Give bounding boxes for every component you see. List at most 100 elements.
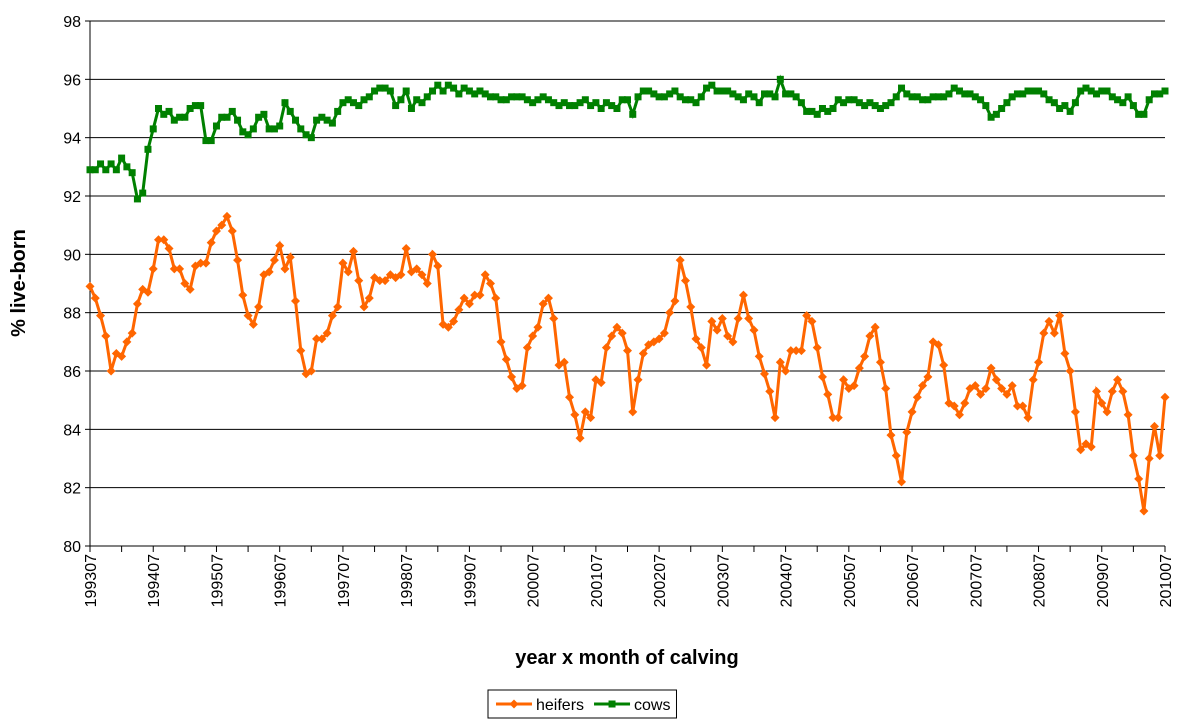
data-point <box>348 246 358 256</box>
data-point <box>1156 90 1164 98</box>
data-point <box>1018 401 1028 411</box>
data-point <box>460 84 468 92</box>
data-point <box>681 96 689 104</box>
data-point <box>866 99 874 107</box>
data-point <box>465 87 473 95</box>
x-tick-label: 201007 <box>1158 554 1175 607</box>
data-point <box>665 308 675 318</box>
data-point <box>808 107 816 115</box>
data-point <box>313 116 321 124</box>
data-point <box>581 96 589 104</box>
data-point <box>834 96 842 104</box>
data-point <box>807 316 817 326</box>
data-point <box>286 107 294 115</box>
data-point <box>724 87 732 95</box>
data-point <box>818 105 826 112</box>
data-point <box>285 252 295 262</box>
data-point <box>539 93 547 101</box>
x-tick-label: 200107 <box>589 554 606 607</box>
data-point <box>433 261 443 271</box>
data-point <box>439 87 447 95</box>
data-point <box>449 316 459 326</box>
data-point <box>538 299 548 309</box>
data-point <box>898 84 906 92</box>
data-point <box>823 389 833 399</box>
data-point <box>1055 311 1065 321</box>
y-tick-label: 84 <box>63 422 81 439</box>
x-tick-label: 200007 <box>526 554 543 607</box>
data-point <box>813 110 821 118</box>
data-point <box>828 413 838 423</box>
data-point <box>1113 375 1123 385</box>
data-point <box>201 258 211 268</box>
data-point <box>1128 451 1138 461</box>
data-point <box>1077 87 1085 95</box>
data-point <box>786 346 796 356</box>
data-point <box>734 93 742 101</box>
data-point <box>418 99 426 107</box>
data-point <box>480 270 490 280</box>
data-point <box>380 276 390 286</box>
data-point <box>1061 102 1069 110</box>
data-point <box>118 154 126 162</box>
data-point <box>687 96 695 104</box>
data-point <box>770 413 780 423</box>
data-point <box>1076 445 1086 455</box>
data-point <box>97 160 105 168</box>
data-point <box>317 334 327 344</box>
data-point <box>302 131 310 139</box>
data-point <box>101 331 111 341</box>
data-point <box>623 346 632 356</box>
data-point <box>155 105 163 112</box>
data-point <box>1050 99 1058 107</box>
x-tick-label: 199507 <box>209 554 226 607</box>
data-point <box>207 137 215 145</box>
data-point <box>154 235 164 245</box>
data-point <box>1007 381 1017 391</box>
data-point <box>412 264 422 274</box>
data-point <box>349 99 357 107</box>
data-point <box>1118 386 1128 396</box>
data-point <box>870 322 880 332</box>
data-point <box>386 87 394 95</box>
data-point <box>817 372 827 382</box>
data-point <box>744 314 754 323</box>
data-point <box>1107 386 1117 396</box>
data-point <box>865 331 875 341</box>
data-point <box>749 325 759 335</box>
data-point <box>486 93 494 101</box>
data-point <box>1135 110 1143 118</box>
data-point <box>781 366 791 376</box>
data-point <box>413 96 421 104</box>
data-point <box>1024 87 1032 95</box>
x-tick-label: 199407 <box>146 554 163 607</box>
data-point <box>522 343 532 353</box>
data-point <box>475 290 485 300</box>
data-point <box>739 96 747 104</box>
data-point <box>248 319 258 329</box>
data-point <box>986 363 996 373</box>
data-point <box>919 96 927 104</box>
data-point <box>508 93 516 101</box>
data-point <box>338 258 348 268</box>
data-point <box>244 131 252 139</box>
data-point <box>933 340 943 350</box>
data-point <box>1071 99 1079 107</box>
data-point <box>670 296 680 306</box>
data-point <box>191 102 199 110</box>
y-tick-label: 92 <box>63 189 81 206</box>
data-point <box>381 84 389 92</box>
data-point <box>401 244 411 253</box>
data-point <box>343 267 353 277</box>
data-point <box>117 351 127 361</box>
data-point <box>708 81 716 89</box>
data-point <box>924 96 932 104</box>
data-point <box>549 314 559 323</box>
legend-marker <box>608 700 616 708</box>
data-point <box>812 343 822 353</box>
x-tick-label: 200507 <box>842 554 859 607</box>
data-point <box>886 430 896 440</box>
y-tick-label: 86 <box>63 364 81 381</box>
